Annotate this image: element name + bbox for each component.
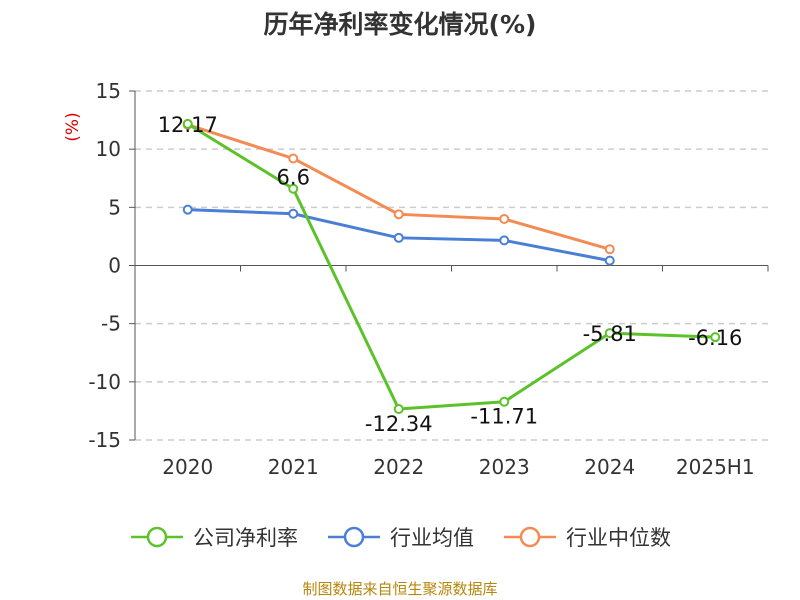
legend-label: 公司净利率 [193,526,298,550]
data-label: -12.34 [365,412,433,436]
x-tick-label: 2023 [479,455,530,479]
data-point [499,235,510,246]
data-point [393,232,404,243]
legend: 公司净利率 行业均值 行业中位数 [0,520,800,554]
chart-title: 历年净利率变化情况(%) [263,10,537,39]
legend-label: 行业中位数 [566,526,671,550]
legend-swatch [131,526,183,548]
series-line [187,123,611,251]
y-tick-label: 10 [96,137,121,161]
legend-item: 公司净利率 [129,522,298,552]
data-point [499,213,510,224]
data-point [288,153,299,164]
x-tick-label: 2020 [162,455,213,479]
legend-marker [146,526,168,548]
y-tick-label: -5 [101,312,121,336]
data-point [393,209,404,220]
data-point [288,208,299,219]
data-point [604,255,615,266]
data-label: 6.6 [277,166,310,190]
x-tick-label: 2021 [268,455,319,479]
y-tick-label: -15 [88,428,121,452]
legend-item: 行业中位数 [502,522,671,552]
y-tick-label: 0 [108,254,121,278]
data-label: 12.17 [158,113,218,137]
data-point [393,404,404,415]
source-note: 制图数据来自恒生聚源数据库 [302,580,498,598]
legend-swatch [504,526,556,548]
legend-marker [519,526,541,548]
legend-swatch [328,526,380,548]
data-point [288,183,299,194]
x-tick-label: 2022 [373,455,424,479]
data-point [604,328,615,339]
data-point [182,118,193,129]
data-point [604,244,615,255]
x-tick-label: 2025H1 [676,455,755,479]
data-label: -6.16 [688,326,742,350]
data-point [499,396,510,407]
line-chart: 15 10 5 0 -5 -10 -15 2020 2021 2022 2023 2024 2025H1… [63,79,769,479]
series-line [186,122,716,411]
legend-item: 行业均值 [326,522,474,552]
data-label: -5.81 [583,322,637,346]
legend-label: 行业均值 [390,526,474,550]
data-point [710,332,721,343]
legend-marker [343,526,365,548]
y-axis-label: (%) [63,112,83,141]
y-tick-label: 5 [108,195,121,219]
y-tick-label: 15 [96,79,121,103]
data-label: -11.71 [470,405,538,429]
y-tick-label: -10 [88,370,121,394]
x-tick-label: 2024 [584,455,635,479]
data-point [182,204,193,215]
